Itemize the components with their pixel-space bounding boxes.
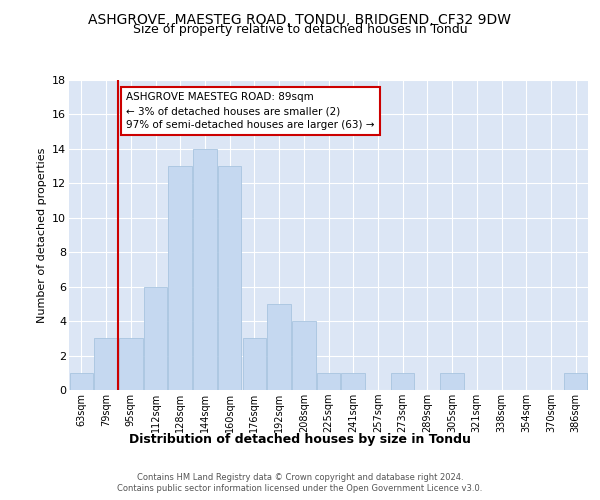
Bar	[70, 373, 93, 390]
Text: ASHGROVE, MAESTEG ROAD, TONDU, BRIDGEND, CF32 9DW: ASHGROVE, MAESTEG ROAD, TONDU, BRIDGEND,…	[89, 12, 511, 26]
Bar	[242, 338, 266, 390]
Text: Size of property relative to detached houses in Tondu: Size of property relative to detached ho…	[133, 22, 467, 36]
Bar	[119, 338, 143, 390]
Bar	[317, 373, 340, 390]
Bar	[94, 338, 118, 390]
Text: ASHGROVE MAESTEG ROAD: 89sqm
← 3% of detached houses are smaller (2)
97% of semi: ASHGROVE MAESTEG ROAD: 89sqm ← 3% of det…	[126, 92, 374, 130]
Bar	[193, 149, 217, 390]
Bar	[218, 166, 241, 390]
Y-axis label: Number of detached properties: Number of detached properties	[37, 148, 47, 322]
Text: Contains public sector information licensed under the Open Government Licence v3: Contains public sector information licen…	[118, 484, 482, 493]
Text: Distribution of detached houses by size in Tondu: Distribution of detached houses by size …	[129, 432, 471, 446]
Bar	[144, 286, 167, 390]
Bar	[564, 373, 587, 390]
Bar	[292, 321, 316, 390]
Text: Contains HM Land Registry data © Crown copyright and database right 2024.: Contains HM Land Registry data © Crown c…	[137, 472, 463, 482]
Bar	[169, 166, 192, 390]
Bar	[440, 373, 464, 390]
Bar	[391, 373, 415, 390]
Bar	[341, 373, 365, 390]
Bar	[268, 304, 291, 390]
